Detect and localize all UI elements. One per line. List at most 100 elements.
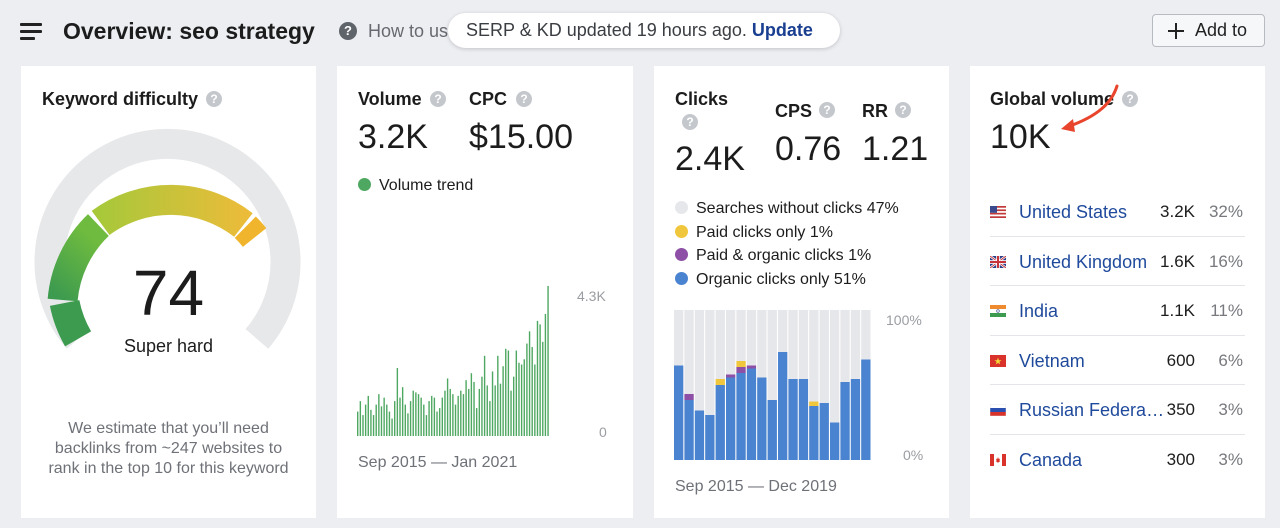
- volume-trend-bar: [544, 313, 547, 436]
- legend-dot-icon: [675, 201, 688, 214]
- clicks-bar-organic: [674, 365, 684, 460]
- rr-title: RR: [862, 101, 888, 121]
- clicks-legend: Searches without clicks 47% Paid clicks …: [675, 200, 899, 294]
- country-row: Russian Federation 350 3%: [990, 385, 1245, 435]
- help-icon[interactable]: ?: [206, 91, 222, 107]
- clicks-bar-organic: [861, 359, 871, 460]
- clicks-bar-paid-organic: [746, 365, 757, 369]
- country-volume: 1.6K: [1160, 251, 1195, 271]
- clicks-bar-paid-organic: [684, 394, 694, 400]
- country-volume: 300: [1166, 449, 1195, 469]
- country-row: United Kingdom 1.6K 16%: [990, 237, 1245, 286]
- volume-trend-bar: [478, 388, 481, 436]
- gauge-segment-super-hard: [234, 216, 267, 248]
- volume-trend-bar: [515, 350, 518, 436]
- clicks-y-min: 0%: [903, 447, 924, 463]
- volume-trend-bar: [494, 385, 496, 436]
- volume-trend-bar: [431, 395, 433, 436]
- volume-trend-bar: [433, 397, 436, 436]
- clicks-bar-organic: [850, 379, 861, 460]
- update-link[interactable]: Update: [751, 20, 813, 40]
- clicks-bar-organic: [757, 377, 767, 460]
- clicks-bar-paid-organic: [736, 367, 746, 373]
- volume-trend-bar: [526, 343, 528, 436]
- volume-trend-bar: [481, 376, 483, 436]
- country-link[interactable]: Vietnam: [1019, 350, 1085, 371]
- volume-trend-bar: [452, 394, 454, 436]
- gauge-track: [34, 128, 301, 349]
- clicks-bar-organic: [736, 373, 746, 460]
- country-link[interactable]: India: [1019, 301, 1059, 321]
- volume-trend-bar: [388, 411, 391, 436]
- clicks-date-range: Sep 2015 — Dec 2019: [675, 478, 837, 495]
- volume-trend-bar: [460, 390, 462, 436]
- global-volume-card: Global volume ? 10K United States 3.2K 3…: [970, 66, 1265, 518]
- clicks-bar-organic: [715, 385, 725, 460]
- clicks-bar-organic: [726, 377, 736, 460]
- add-to-label: Add to: [1195, 20, 1248, 40]
- gauge-segment-hard: [91, 184, 253, 238]
- volume-trend-bar: [359, 401, 362, 436]
- clicks-bar-organic: [705, 415, 715, 460]
- help-icon[interactable]: ?: [339, 22, 357, 40]
- rr-value: 1.21: [862, 130, 929, 168]
- volume-trend-bar: [367, 395, 369, 436]
- volume-trend-chart: [357, 286, 549, 436]
- volume-trend-bar: [375, 404, 377, 436]
- country-link[interactable]: Russian Federation: [1019, 400, 1165, 420]
- canada-flag-icon: [990, 453, 1006, 466]
- volume-trend-bar: [391, 418, 393, 436]
- clicks-bar-empty: [819, 310, 829, 460]
- gauge-segment-medium: [47, 214, 110, 302]
- legend-item: Organic clicks only 51%: [675, 271, 899, 295]
- volume-trend-bar: [428, 401, 430, 436]
- help-icon[interactable]: ?: [1122, 91, 1138, 107]
- clicks-bar-empty: [684, 310, 694, 460]
- legend-label: Paid & organic clicks 1%: [696, 247, 872, 264]
- volume-trend-bar: [483, 355, 486, 436]
- clicks-bar-organic: [788, 379, 798, 460]
- country-link[interactable]: Canada: [1019, 449, 1083, 470]
- volume-trend-bar: [473, 381, 475, 436]
- volume-trend-bar: [449, 388, 451, 436]
- country-row: India 1.1K 11%: [990, 286, 1245, 336]
- clicks-bar-paid: [809, 401, 819, 406]
- volume-trend-bar: [412, 390, 414, 436]
- volume-trend-bar: [486, 385, 488, 436]
- trend-dot-icon: [358, 178, 371, 191]
- volume-trend-bar: [362, 415, 364, 436]
- clicks-chart: [674, 310, 871, 460]
- legend-item: Searches without clicks 47%: [675, 200, 899, 224]
- menu-icon[interactable]: [20, 23, 42, 40]
- help-icon[interactable]: ?: [430, 91, 446, 107]
- volume-trend-label: Volume trend: [379, 177, 474, 194]
- clicks-bar-organic: [809, 406, 819, 460]
- india-flag-icon: [990, 305, 1006, 317]
- country-row: Canada 300 3%: [990, 435, 1245, 485]
- volume-trend-bar: [415, 392, 417, 436]
- country-link[interactable]: United Kingdom: [1019, 251, 1148, 272]
- clicks-bar-organic: [840, 382, 850, 460]
- volume-trend-bar: [475, 408, 478, 436]
- how-to-use-link[interactable]: How to us: [368, 21, 449, 41]
- help-icon[interactable]: ?: [895, 102, 911, 118]
- help-icon[interactable]: ?: [516, 91, 532, 107]
- volume-trend-bar: [502, 366, 504, 436]
- volume-trend-bar: [489, 401, 491, 436]
- volume-trend-bar: [457, 395, 459, 436]
- add-to-button[interactable]: Add to: [1152, 14, 1265, 47]
- volume-trend-bar: [520, 364, 523, 436]
- global-volume-value: 10K: [990, 118, 1051, 156]
- clicks-bar-organic: [798, 379, 809, 460]
- volume-y-max: 4.3K: [577, 288, 606, 304]
- help-icon[interactable]: ?: [682, 114, 698, 130]
- country-share: 32%: [1208, 202, 1243, 221]
- update-notice-text: SERP & KD updated 19 hours ago.: [466, 20, 747, 40]
- country-link[interactable]: United States: [1019, 202, 1128, 222]
- clicks-bar-empty: [809, 310, 819, 460]
- country-volume: 3.2K: [1160, 202, 1195, 221]
- legend-dot-icon: [675, 271, 688, 285]
- help-icon[interactable]: ?: [819, 102, 835, 118]
- volume-trend-bar: [372, 415, 375, 436]
- uk-flag-icon: [990, 255, 1006, 268]
